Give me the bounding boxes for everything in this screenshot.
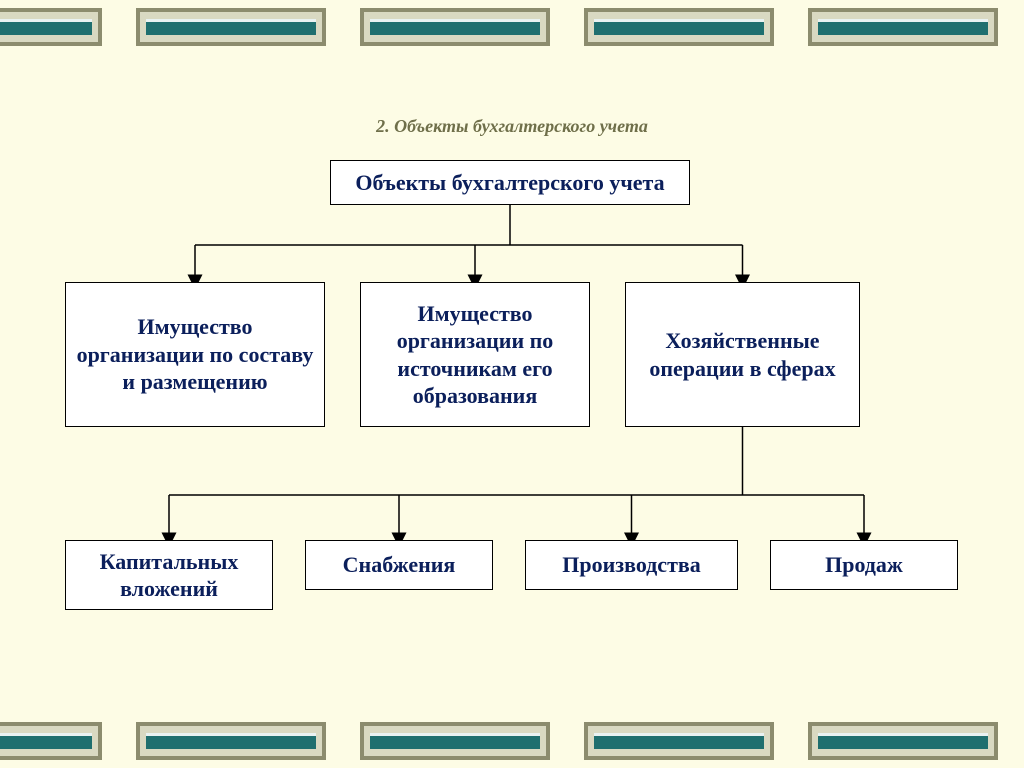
decor-block-inner — [818, 733, 988, 749]
decor-block — [0, 722, 102, 760]
decor-block — [808, 8, 998, 46]
node-middle-3: Хозяйственные операции в сферах — [625, 282, 860, 427]
decor-block — [360, 8, 550, 46]
slide-title: 2. Объекты бухгалтерского учета — [0, 116, 1024, 137]
decor-block-inner — [146, 733, 316, 749]
node-bottom-3: Производства — [525, 540, 738, 590]
decor-block-inner — [370, 733, 540, 749]
decor-block-inner — [594, 733, 764, 749]
node-bottom-2: Снабжения — [305, 540, 493, 590]
decor-block-inner — [0, 19, 92, 35]
decor-block — [360, 722, 550, 760]
decor-block — [136, 722, 326, 760]
node-root: Объекты бухгалтерского учета — [330, 160, 690, 205]
decor-block-inner — [818, 19, 988, 35]
decor-block — [584, 8, 774, 46]
decor-block-inner — [594, 19, 764, 35]
decor-block-inner — [0, 733, 92, 749]
node-middle-2: Имущество организации по источникам его … — [360, 282, 590, 427]
decor-block — [808, 722, 998, 760]
decor-block — [136, 8, 326, 46]
decor-block — [0, 8, 102, 46]
node-middle-1: Имущество организации по составу и разме… — [65, 282, 325, 427]
node-bottom-1: Капитальных вложений — [65, 540, 273, 610]
decor-block-inner — [370, 19, 540, 35]
decor-block-inner — [146, 19, 316, 35]
node-bottom-4: Продаж — [770, 540, 958, 590]
decor-block — [584, 722, 774, 760]
